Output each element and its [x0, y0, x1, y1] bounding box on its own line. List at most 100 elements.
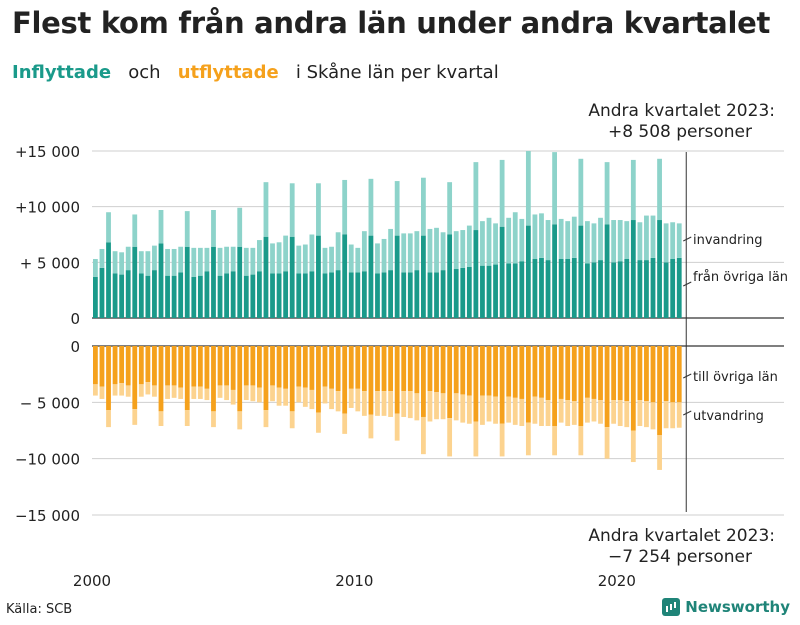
bar-till-ovriga-lan: [512, 346, 518, 398]
bar-utvandring: [335, 391, 341, 412]
bar-invandring: [499, 159, 505, 227]
bar-invandring: [355, 247, 361, 273]
bar-till-ovriga-lan: [375, 346, 380, 392]
bar-till-ovriga-lan: [132, 346, 138, 410]
bar-till-ovriga-lan: [650, 346, 656, 403]
bar-utvandring: [624, 401, 630, 428]
bar-invandring: [322, 247, 328, 274]
bar-till-ovriga-lan: [670, 346, 676, 403]
bar-invandring: [558, 218, 564, 259]
bar-utvandring: [388, 391, 393, 417]
bar-invandring: [493, 223, 498, 265]
bar-till-ovriga-lan: [532, 346, 538, 397]
bar-utvandring: [112, 384, 118, 396]
bar-fran-ovriga-lan: [466, 266, 472, 318]
bar-utvandring: [257, 387, 262, 403]
annotation-bottom-line1: Andra kvartalet 2023:: [588, 526, 775, 546]
bar-till-ovriga-lan: [237, 346, 243, 412]
series-label: utvandring: [693, 409, 764, 424]
bar-utvandring: [663, 401, 669, 429]
bar-invandring: [427, 228, 433, 273]
bar-utvandring: [289, 411, 295, 429]
annotation-top-line1: Andra kvartalet 2023:: [588, 101, 775, 121]
bar-invandring: [460, 230, 466, 268]
bar-fran-ovriga-lan: [99, 267, 105, 318]
bar-invandring: [119, 252, 125, 275]
bar-invandring: [112, 251, 118, 274]
bar-fran-ovriga-lan: [532, 258, 538, 318]
x-tick-label: 2000: [73, 572, 111, 590]
bar-till-ovriga-lan: [585, 346, 590, 398]
bar-invandring: [512, 212, 518, 264]
bar-fran-ovriga-lan: [473, 230, 479, 318]
bar-till-ovriga-lan: [138, 346, 144, 385]
bar-fran-ovriga-lan: [617, 261, 623, 318]
bar-till-ovriga-lan: [125, 346, 131, 386]
bar-till-ovriga-lan: [171, 346, 177, 386]
bar-utvandring: [506, 396, 512, 423]
bar-invandring: [630, 159, 636, 221]
bar-invandring: [368, 178, 374, 236]
bar-utvandring: [302, 387, 308, 407]
bar-utvandring: [132, 409, 138, 425]
bar-invandring: [407, 233, 413, 273]
bar-invandring: [289, 183, 295, 237]
bar-invandring: [302, 244, 308, 274]
bar-invandring: [375, 243, 380, 274]
bar-invandring: [480, 221, 485, 266]
bar-utvandring: [296, 386, 302, 403]
series-label-leader: [683, 373, 692, 379]
bar-utvandring: [342, 413, 348, 434]
bar-till-ovriga-lan: [270, 346, 275, 386]
bar-fran-ovriga-lan: [257, 271, 262, 318]
bar-fran-ovriga-lan: [342, 234, 348, 318]
bar-chart: +15 000 +10 000 + 5 000 0 0 − 5 000 −10 000 −15…: [15, 101, 788, 590]
bar-fran-ovriga-lan: [407, 272, 413, 318]
bar-utvandring: [519, 398, 525, 426]
bar-utvandring: [191, 386, 197, 399]
bar-invandring: [604, 162, 610, 225]
bar-invandring: [598, 217, 603, 261]
bar-fran-ovriga-lan: [329, 272, 334, 318]
bar-fran-ovriga-lan: [401, 272, 407, 318]
bar-fran-ovriga-lan: [158, 243, 164, 318]
bar-invandring: [348, 244, 354, 273]
bar-utvandring: [427, 391, 433, 422]
bar-utvandring: [637, 400, 643, 426]
bar-fran-ovriga-lan: [506, 263, 512, 318]
bar-utvandring: [493, 396, 498, 424]
bar-fran-ovriga-lan: [171, 275, 177, 318]
bar-utvandring: [165, 385, 170, 399]
bar-invandring: [565, 221, 571, 259]
bar-till-ovriga-lan: [447, 346, 453, 419]
bar-till-ovriga-lan: [309, 346, 315, 390]
bar-fran-ovriga-lan: [657, 220, 662, 318]
bar-fran-ovriga-lan: [545, 260, 551, 318]
bar-fran-ovriga-lan: [283, 271, 289, 318]
bar-fran-ovriga-lan: [558, 258, 564, 318]
bar-fran-ovriga-lan: [112, 273, 118, 318]
bar-till-ovriga-lan: [224, 346, 229, 386]
bar-till-ovriga-lan: [611, 346, 617, 401]
brand-name: Newsworthy: [685, 598, 790, 616]
bar-till-ovriga-lan: [401, 346, 407, 392]
bar-till-ovriga-lan: [493, 346, 498, 397]
bar-invandring: [434, 227, 439, 273]
bar-till-ovriga-lan: [197, 346, 203, 387]
bar-fran-ovriga-lan: [453, 269, 459, 318]
bar-till-ovriga-lan: [486, 346, 492, 396]
bar-till-ovriga-lan: [230, 346, 236, 390]
bar-invandring: [152, 245, 157, 271]
annotation-bottom-line2: −7 254 personer: [608, 547, 752, 567]
bar-fran-ovriga-lan: [316, 235, 321, 318]
bar-fran-ovriga-lan: [106, 242, 111, 318]
bar-till-ovriga-lan: [427, 346, 433, 392]
bar-utvandring: [473, 421, 479, 457]
bar-invandring: [676, 223, 682, 258]
bar-fran-ovriga-lan: [191, 276, 197, 318]
bar-utvandring: [237, 411, 243, 430]
series-label-leader: [683, 281, 692, 287]
bar-till-ovriga-lan: [243, 346, 249, 386]
bar-invandring: [611, 220, 617, 263]
bar-till-ovriga-lan: [204, 346, 210, 389]
